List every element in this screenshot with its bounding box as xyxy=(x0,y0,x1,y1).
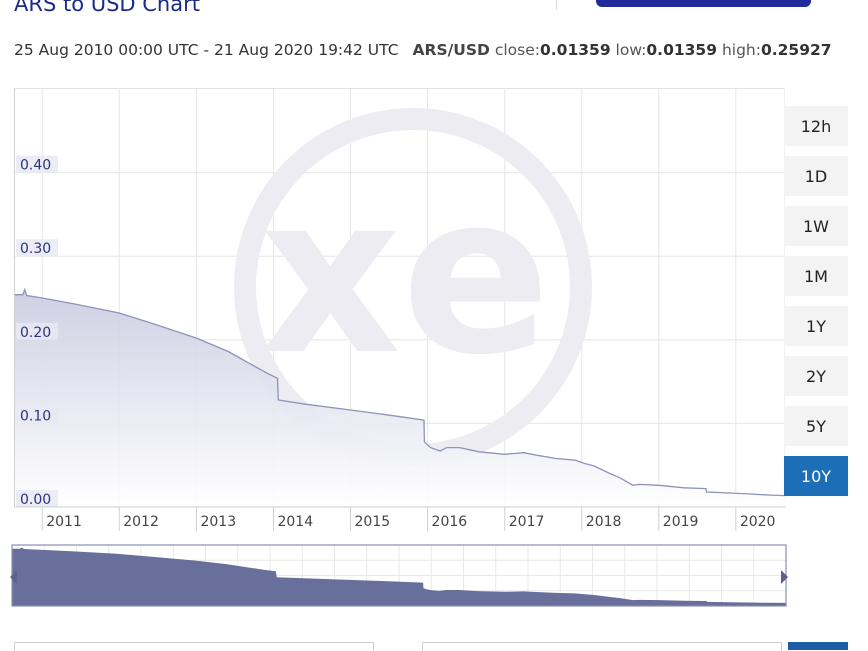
y-tick-bg xyxy=(16,490,58,507)
navigator-chart[interactable] xyxy=(10,544,788,608)
page-title: ARS to USD Chart xyxy=(14,0,200,16)
chart-summary: 25 Aug 2010 00:00 UTC - 21 Aug 2020 19:4… xyxy=(14,41,832,59)
header-divider xyxy=(556,0,557,10)
x-tick-label: 2018 xyxy=(586,514,622,530)
y-tick-bg xyxy=(16,322,58,340)
convert-button[interactable] xyxy=(788,642,848,650)
y-tick-label: 0.40 xyxy=(20,158,51,174)
series-area xyxy=(15,289,785,507)
header-action-button[interactable] xyxy=(596,0,811,7)
watermark-text: xe xyxy=(259,147,550,403)
x-tick-label: 2019 xyxy=(663,514,699,530)
x-tick-label: 2014 xyxy=(277,514,313,530)
range-button-12h[interactable]: 12h xyxy=(784,106,848,146)
y-tick-label: 0.30 xyxy=(20,241,51,257)
navigator-area xyxy=(12,547,786,606)
range-button-1m[interactable]: 1M xyxy=(784,256,848,296)
range-button-5y[interactable]: 5Y xyxy=(784,406,848,446)
time-range-selector: 12h 1D 1W 1M 1Y 2Y 5Y 10Y xyxy=(784,106,848,506)
range-button-1y[interactable]: 1Y xyxy=(784,306,848,346)
range-button-1w[interactable]: 1W xyxy=(784,206,848,246)
y-tick-bg xyxy=(16,155,58,173)
chart-area[interactable]: xe 0.00 0.10 0.20 0.30 0.40 2011 2012 2013 2014… xyxy=(14,88,785,531)
y-tick-bg xyxy=(16,239,58,257)
x-tick-label: 2017 xyxy=(509,514,545,530)
y-tick-label: 0.00 xyxy=(20,492,51,508)
high-label: high: xyxy=(721,41,761,59)
x-tick-label: 2011 xyxy=(46,514,82,530)
range-button-2y[interactable]: 2Y xyxy=(784,356,848,396)
high-value: 0.25927 xyxy=(760,41,832,59)
close-value: 0.01359 xyxy=(540,41,611,59)
currency-pair: ARS/USD xyxy=(412,41,490,59)
x-tick-label: 2012 xyxy=(123,514,159,530)
navigator-left-handle-icon[interactable] xyxy=(10,570,17,584)
close-label: close: xyxy=(494,41,540,59)
y-tick-label: 0.10 xyxy=(20,408,51,424)
x-tick-label: 2020 xyxy=(740,514,776,530)
main-chart[interactable]: xe 0.00 0.10 0.20 0.30 0.40 2011 2012 2013 2014… xyxy=(15,89,785,533)
navigator-right-handle-icon[interactable] xyxy=(781,570,788,584)
x-tick-label: 2016 xyxy=(432,514,468,530)
date-range: 25 Aug 2010 00:00 UTC - 21 Aug 2020 19:4… xyxy=(14,41,399,59)
x-tick-label: 2015 xyxy=(355,514,391,530)
y-tick-label: 0.20 xyxy=(20,325,51,341)
low-value: 0.01359 xyxy=(646,41,717,59)
range-button-1d[interactable]: 1D xyxy=(784,156,848,196)
low-label: low: xyxy=(615,41,647,59)
range-button-10y[interactable]: 10Y xyxy=(784,456,848,496)
x-tick-label: 2013 xyxy=(200,514,236,530)
y-tick-bg xyxy=(16,406,58,424)
series-line xyxy=(15,287,785,497)
